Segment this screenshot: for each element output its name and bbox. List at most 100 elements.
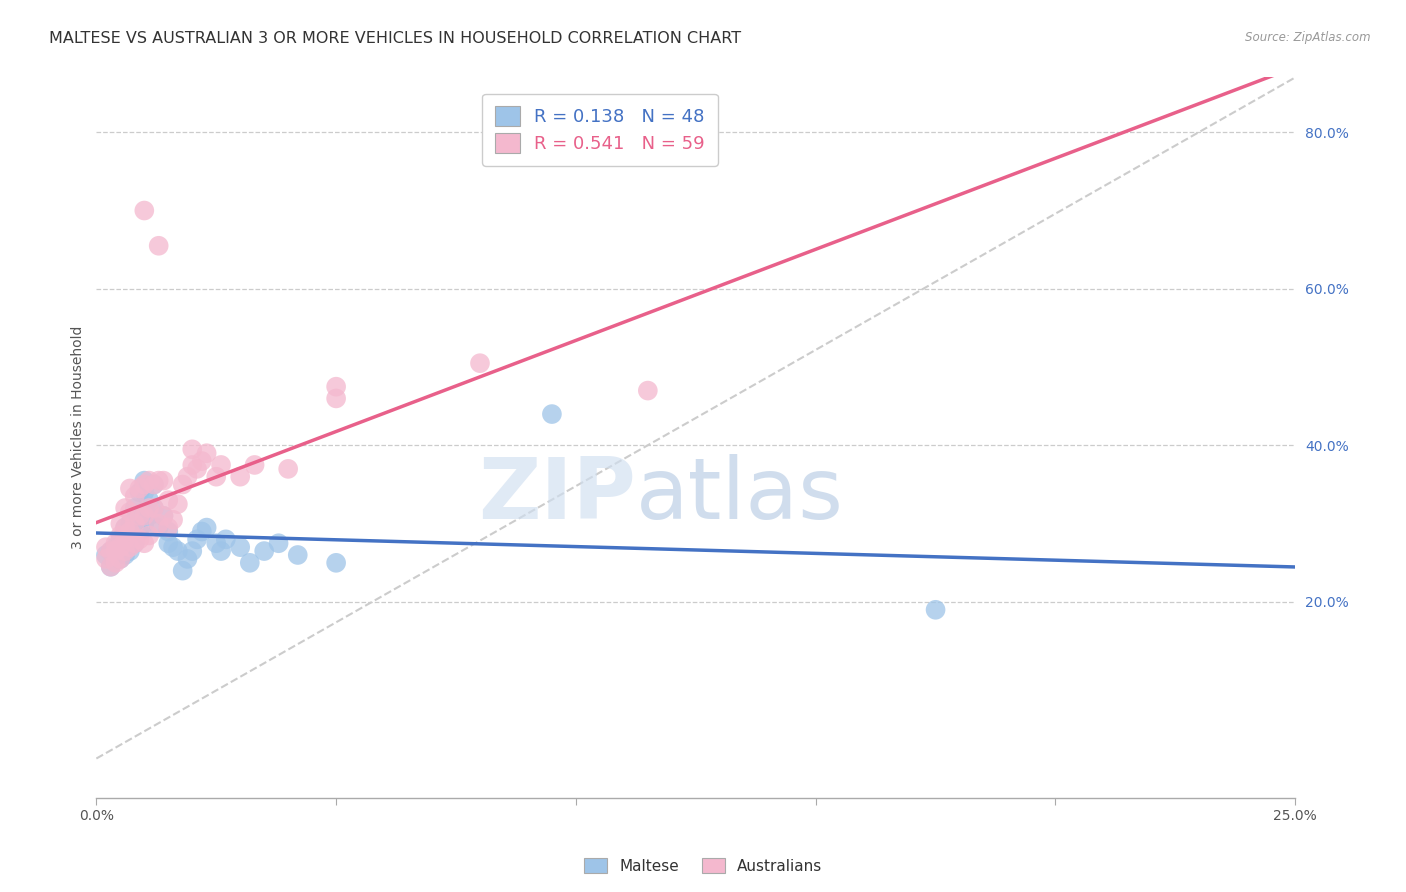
Point	[110, 552, 132, 566]
Point	[253, 544, 276, 558]
Point	[205, 469, 228, 483]
Point	[128, 508, 150, 523]
Point	[229, 469, 252, 483]
Point	[134, 485, 156, 500]
Point	[172, 564, 194, 578]
Point	[134, 477, 156, 491]
Point	[134, 203, 156, 218]
Point	[134, 508, 156, 523]
Point	[142, 477, 165, 491]
Point	[118, 516, 141, 531]
Point	[176, 552, 198, 566]
Point	[277, 462, 299, 476]
Text: atlas: atlas	[636, 454, 844, 537]
Point	[110, 533, 132, 547]
Point	[104, 544, 127, 558]
Point	[152, 508, 174, 523]
Point	[94, 552, 117, 566]
Point	[172, 477, 194, 491]
Point	[124, 536, 146, 550]
Point	[104, 536, 127, 550]
Point	[128, 485, 150, 500]
Point	[128, 533, 150, 547]
Legend: R = 0.138   N = 48, R = 0.541   N = 59: R = 0.138 N = 48, R = 0.541 N = 59	[482, 94, 717, 166]
Point	[118, 524, 141, 539]
Point	[124, 489, 146, 503]
Point	[138, 528, 160, 542]
Point	[138, 501, 160, 516]
Point	[100, 559, 122, 574]
Point	[195, 520, 218, 534]
Point	[110, 540, 132, 554]
Point	[148, 474, 170, 488]
Point	[114, 501, 136, 516]
Point	[134, 536, 156, 550]
Point	[229, 540, 252, 554]
Point	[110, 516, 132, 531]
Point	[325, 556, 347, 570]
Point	[148, 239, 170, 253]
Point	[118, 533, 141, 547]
Point	[181, 458, 204, 472]
Point	[100, 544, 122, 558]
Point	[134, 516, 156, 531]
Point	[134, 474, 156, 488]
Point	[110, 540, 132, 554]
Point	[118, 540, 141, 554]
Point	[124, 516, 146, 531]
Point	[152, 474, 174, 488]
Point	[104, 556, 127, 570]
Point	[239, 556, 262, 570]
Point	[209, 458, 232, 472]
Point	[209, 544, 232, 558]
Point	[114, 536, 136, 550]
Point	[157, 520, 180, 534]
Point	[181, 442, 204, 457]
Point	[157, 524, 180, 539]
Point	[191, 454, 214, 468]
Point	[100, 544, 122, 558]
Point	[104, 540, 127, 554]
Point	[924, 603, 946, 617]
Point	[118, 505, 141, 519]
Text: Source: ZipAtlas.com: Source: ZipAtlas.com	[1246, 31, 1371, 45]
Legend: Maltese, Australians: Maltese, Australians	[578, 852, 828, 880]
Point	[114, 533, 136, 547]
Point	[167, 544, 190, 558]
Point	[94, 548, 117, 562]
Text: ZIP: ZIP	[478, 454, 636, 537]
Point	[325, 392, 347, 406]
Point	[100, 559, 122, 574]
Point	[287, 548, 309, 562]
Point	[138, 493, 160, 508]
Point	[114, 544, 136, 558]
Point	[94, 540, 117, 554]
Point	[243, 458, 266, 472]
Point	[637, 384, 659, 398]
Point	[148, 516, 170, 531]
Point	[325, 379, 347, 393]
Point	[142, 501, 165, 516]
Point	[176, 469, 198, 483]
Point	[162, 540, 184, 554]
Point	[181, 544, 204, 558]
Text: MALTESE VS AUSTRALIAN 3 OR MORE VEHICLES IN HOUSEHOLD CORRELATION CHART: MALTESE VS AUSTRALIAN 3 OR MORE VEHICLES…	[49, 31, 741, 46]
Point	[162, 513, 184, 527]
Point	[114, 520, 136, 534]
Point	[118, 482, 141, 496]
Point	[191, 524, 214, 539]
Point	[468, 356, 491, 370]
Point	[205, 536, 228, 550]
Point	[124, 536, 146, 550]
Point	[195, 446, 218, 460]
Point	[124, 501, 146, 516]
Point	[215, 533, 238, 547]
Point	[128, 524, 150, 539]
Point	[128, 482, 150, 496]
Point	[142, 477, 165, 491]
Point	[157, 536, 180, 550]
Point	[148, 520, 170, 534]
Point	[186, 462, 208, 476]
Point	[267, 536, 290, 550]
Point	[110, 528, 132, 542]
